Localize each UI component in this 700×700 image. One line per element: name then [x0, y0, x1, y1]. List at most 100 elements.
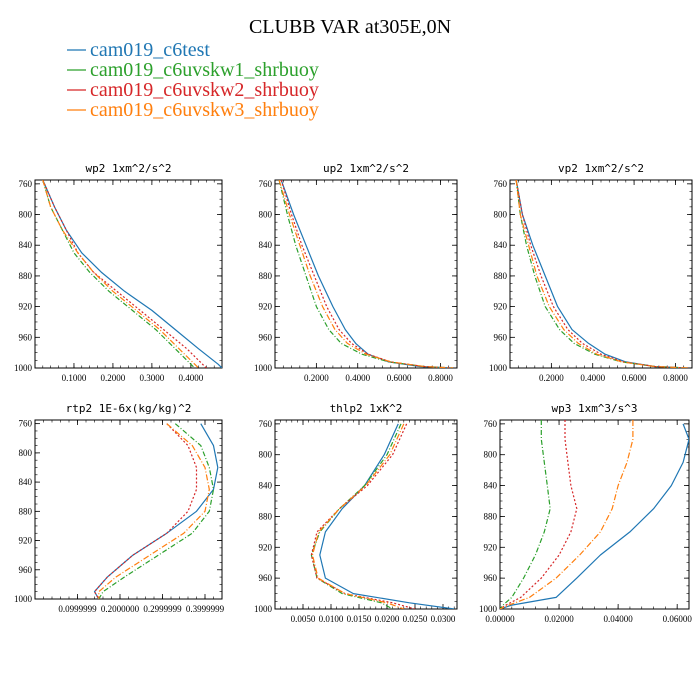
series-line: [500, 420, 634, 609]
y-tick-label: 800: [259, 210, 273, 220]
y-tick-label: 760: [484, 419, 498, 429]
series-group: [93, 423, 219, 599]
x-tick-label: 0.4000: [345, 373, 370, 383]
series-line: [42, 180, 222, 368]
panel-title: wp3 1xm^3/s^3: [551, 402, 637, 415]
y-tick-label: 840: [19, 240, 33, 250]
series-group: [515, 180, 688, 368]
x-tick-label: 0.0100: [319, 614, 344, 624]
panel-title: up2 1xm^2/s^2: [323, 162, 409, 175]
y-tick-label: 760: [494, 179, 508, 189]
x-tick-label: 0.0150: [347, 614, 372, 624]
y-tick-label: 840: [19, 477, 33, 487]
x-tick-label: 0.8000: [428, 373, 453, 383]
y-tick-label: 920: [19, 536, 33, 546]
y-tick-label: 960: [484, 573, 498, 583]
y-tick-label: 960: [259, 332, 273, 342]
y-tick-label: 760: [19, 419, 33, 429]
panel-title: thlp2 1xK^2: [330, 402, 403, 415]
panel: rtp2 1E-6x(kg/kg)^2 760 800 840 880 920 960 100…: [14, 402, 225, 614]
x-tick-label: 0.00000: [485, 614, 515, 624]
y-tick-label: 920: [259, 542, 273, 552]
series-line: [42, 180, 196, 368]
x-tick-label: 0.4000: [580, 373, 605, 383]
y-tick-label: 1000: [14, 363, 33, 373]
legend-label: cam019_c6uvskw1_shrbuoy: [90, 59, 319, 81]
panel-title: rtp2 1E-6x(kg/kg)^2: [66, 402, 192, 415]
x-tick-label: 0.0300: [431, 614, 456, 624]
y-tick-label: 920: [484, 542, 498, 552]
x-tick-label: 0.8000: [663, 373, 688, 383]
x-tick-label: 0.2000000: [101, 604, 140, 614]
x-tick-label: 0.0999999: [58, 604, 97, 614]
y-tick-label: 880: [19, 271, 33, 281]
x-tick-label: 0.1000: [62, 373, 87, 383]
legend-label: cam019_c6uvskw3_shrbuoy: [90, 99, 319, 121]
x-tick-label: 0.2000: [101, 373, 126, 383]
figure-title: CLUBB VAR at305E,0N: [249, 16, 451, 38]
y-tick-label: 800: [494, 210, 508, 220]
panel-title: vp2 1xm^2/s^2: [558, 162, 644, 175]
x-tick-label: 0.0200: [375, 614, 400, 624]
series-line: [311, 423, 405, 609]
x-tick-label: 0.3999999: [186, 604, 225, 614]
series-line: [515, 180, 688, 368]
y-tick-label: 1000: [489, 363, 508, 373]
y-tick-label: 880: [484, 511, 498, 521]
x-tick-label: 0.0250: [403, 614, 428, 624]
y-tick-label: 920: [259, 302, 273, 312]
y-tick-label: 800: [259, 450, 273, 460]
legend-label: cam019_c6test: [90, 39, 210, 61]
series-line: [500, 420, 551, 609]
series-line: [310, 423, 416, 609]
series-line: [98, 423, 210, 599]
y-tick-label: 800: [484, 450, 498, 460]
series-line: [515, 180, 688, 368]
series-line: [515, 180, 688, 368]
series-line: [42, 180, 207, 368]
series-line: [310, 423, 402, 609]
series-group: [500, 420, 689, 609]
y-tick-label: 840: [494, 240, 508, 250]
y-tick-label: 1000: [254, 604, 273, 614]
x-tick-label: 0.06000: [663, 614, 693, 624]
y-tick-label: 960: [19, 332, 33, 342]
y-tick-label: 1000: [254, 363, 273, 373]
x-tick-label: 0.04000: [604, 614, 634, 624]
y-tick-label: 800: [19, 210, 33, 220]
y-tick-label: 960: [494, 332, 508, 342]
y-tick-label: 960: [259, 573, 273, 583]
panel: wp3 1xm^3/s^3 760 800 840 880 920 960 10000.000…: [479, 402, 692, 624]
series-line: [280, 180, 453, 368]
y-tick-label: 880: [259, 271, 273, 281]
panels: wp2 1xm^2/s^2 760 800 840 880 920 960 1000 0.100…: [14, 162, 693, 624]
panel-title: wp2 1xm^2/s^2: [85, 162, 171, 175]
series-line: [93, 423, 198, 599]
legend-label: cam019_c6uvskw2_shrbuoy: [90, 79, 319, 101]
y-tick-label: 880: [19, 506, 33, 516]
y-tick-label: 920: [19, 302, 33, 312]
series-line: [278, 180, 453, 368]
y-tick-label: 1000: [479, 604, 498, 614]
x-tick-label: 0.02000: [544, 614, 574, 624]
series-group: [42, 180, 222, 368]
plot-frame: [274, 419, 458, 610]
series-line: [500, 423, 689, 609]
legend: cam019_c6testcam019_c6uvskw1_shrbuoycam0…: [67, 39, 319, 121]
series-group: [310, 423, 455, 609]
y-tick-label: 760: [259, 179, 273, 189]
panel: wp2 1xm^2/s^2 760 800 840 880 920 960 1000 0.100…: [14, 162, 223, 383]
y-tick-label: 800: [19, 448, 33, 458]
x-tick-label: 0.2000: [304, 373, 329, 383]
y-tick-label: 880: [259, 511, 273, 521]
x-tick-label: 0.4000: [178, 373, 203, 383]
series-group: [278, 180, 453, 368]
x-tick-label: 0.3000: [140, 373, 165, 383]
x-tick-label: 0.2000: [539, 373, 564, 383]
y-tick-label: 760: [19, 179, 33, 189]
panel: vp2 1xm^2/s^2 760 800 840 880 920 960 1000 0.200…: [489, 162, 693, 383]
series-line: [500, 420, 578, 609]
y-tick-label: 1000: [14, 594, 33, 604]
